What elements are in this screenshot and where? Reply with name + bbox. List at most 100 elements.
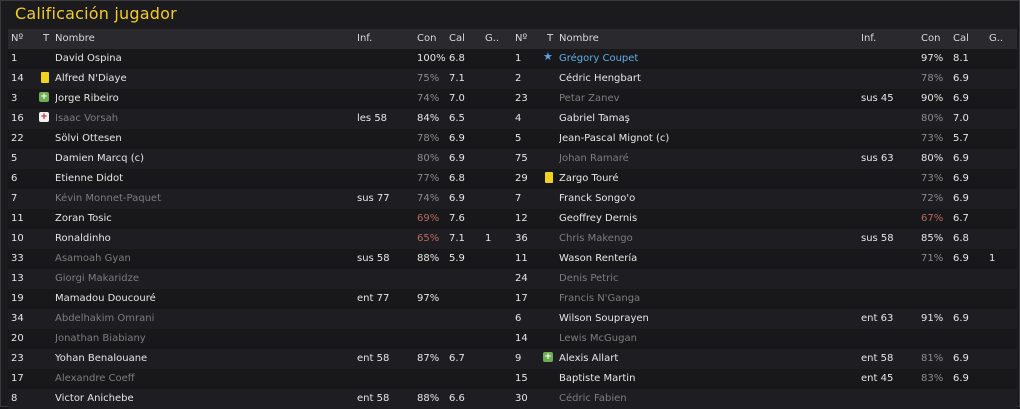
player-status-cell: + xyxy=(38,109,54,129)
player-name-link[interactable]: Wilson Souprayen xyxy=(559,313,649,324)
player-name-link[interactable]: Jorge Ribeiro xyxy=(55,93,119,104)
player-row[interactable]: 1 David Ospina 100% 6.8 xyxy=(8,49,513,69)
player-rating: 7.1 xyxy=(449,73,465,84)
player-row[interactable]: 34 Abdelhakim Omrani xyxy=(8,309,513,329)
column-header-condition[interactable]: Con xyxy=(921,33,941,44)
player-name-link[interactable]: David Ospina xyxy=(55,53,122,64)
player-name-link[interactable]: Isaac Vorsah xyxy=(55,113,119,124)
player-name-link[interactable]: Asamoah Gyan xyxy=(55,253,131,264)
column-header-info[interactable]: Inf. xyxy=(861,33,877,44)
player-name-link[interactable]: Cédric Hengbart xyxy=(559,73,641,84)
player-number: 30 xyxy=(515,393,528,404)
player-row[interactable]: 30 Cédric Fabien xyxy=(512,389,1017,409)
player-name-link[interactable]: Johan Ramaré xyxy=(559,153,629,164)
player-name-link[interactable]: Petar Zanev xyxy=(559,93,620,104)
player-row[interactable]: 12 Geoffrey Dernis 67% 6.7 xyxy=(512,209,1017,229)
player-row[interactable]: 17 Alexandre Coeff xyxy=(8,369,513,389)
player-name-link[interactable]: Alfred N'Diaye xyxy=(55,73,127,84)
player-name-link[interactable]: Abdelhakim Omrani xyxy=(55,313,155,324)
player-rating: 7.1 xyxy=(449,233,465,244)
player-row[interactable]: 4 Gabriel Tamaş 80% 7.0 xyxy=(512,109,1017,129)
player-name-link[interactable]: Zoran Tosic xyxy=(55,213,112,224)
player-name-link[interactable]: Giorgi Makaridze xyxy=(55,273,140,284)
player-name-link[interactable]: Baptiste Martin xyxy=(559,373,636,384)
player-name-link[interactable]: Cédric Fabien xyxy=(559,393,627,404)
player-row[interactable]: 11 Wason Rentería 71% 6.9 1 xyxy=(512,249,1017,269)
player-row[interactable]: 19 Mamadou Doucouré ent 77 97% xyxy=(8,289,513,309)
player-row[interactable]: 22 Sölvi Ottesen 78% 6.9 xyxy=(8,129,513,149)
player-row[interactable]: 6 Wilson Souprayen ent 63 91% 6.9 xyxy=(512,309,1017,329)
player-name-link[interactable]: Jonathan Biabiany xyxy=(55,333,146,344)
player-number: 5 xyxy=(11,153,18,164)
player-row[interactable]: 14 Lewis McGugan xyxy=(512,329,1017,349)
player-row[interactable]: 14 Alfred N'Diaye 75% 7.1 xyxy=(8,69,513,89)
player-row[interactable]: 13 Giorgi Makaridze xyxy=(8,269,513,289)
player-status-cell xyxy=(38,289,54,309)
player-goals xyxy=(485,369,509,389)
player-name-link[interactable]: Denis Petric xyxy=(559,273,619,284)
player-row[interactable]: 5 Jean-Pascal Mignot (c) 73% 5.7 xyxy=(512,129,1017,149)
column-header-type[interactable]: T xyxy=(547,33,554,44)
player-row[interactable]: 75 Johan Ramaré sus 63 80% 6.9 xyxy=(512,149,1017,169)
player-row[interactable]: 17 Francis N'Ganga xyxy=(512,289,1017,309)
column-header-number[interactable]: Nº xyxy=(11,33,24,44)
player-row[interactable]: 5 Damien Marcq (c) 80% 6.9 xyxy=(8,149,513,169)
player-row[interactable]: 6 Etienne Didot 77% 6.8 xyxy=(8,169,513,189)
player-name-link[interactable]: Franck Songo'o xyxy=(559,193,636,204)
player-name-link[interactable]: Kévin Monnet-Paquet xyxy=(55,193,161,204)
player-row[interactable]: 23 Petar Zanev sus 45 90% 6.9 xyxy=(512,89,1017,109)
player-name-link[interactable]: Alexis Allart xyxy=(559,353,619,364)
player-condition: 74% xyxy=(417,93,440,104)
player-row[interactable]: 24 Denis Petric xyxy=(512,269,1017,289)
player-row[interactable]: 33 Asamoah Gyan sus 58 88% 5.9 xyxy=(8,249,513,269)
player-name-link[interactable]: Gabriel Tamaş xyxy=(559,113,630,124)
player-row[interactable]: 1 ★ Grégory Coupet 97% 8.1 xyxy=(512,49,1017,69)
player-row[interactable]: 10 Ronaldinho 65% 7.1 1 xyxy=(8,229,513,249)
column-header-rating[interactable]: Cal xyxy=(449,33,465,44)
column-header-type[interactable]: T xyxy=(43,33,50,44)
player-row[interactable]: 2 Cédric Hengbart 78% 6.9 xyxy=(512,69,1017,89)
player-info xyxy=(357,49,415,69)
player-row[interactable]: 29 Zargo Touré 73% 6.9 xyxy=(512,169,1017,189)
player-number: 22 xyxy=(11,133,24,144)
player-name-link[interactable]: Ronaldinho xyxy=(55,233,111,244)
player-row[interactable]: 20 Jonathan Biabiany xyxy=(8,329,513,349)
player-row[interactable]: 16 + Isaac Vorsah les 58 84% 6.5 xyxy=(8,109,513,129)
player-row[interactable]: 23 Yohan Benalouane ent 58 87% 6.7 xyxy=(8,349,513,369)
player-name-link[interactable]: Sölvi Ottesen xyxy=(55,133,122,144)
player-name-link[interactable]: Geoffrey Dernis xyxy=(559,213,638,224)
column-header-condition[interactable]: Con xyxy=(417,33,437,44)
player-name-link[interactable]: Zargo Touré xyxy=(559,173,619,184)
player-row[interactable]: 8 Victor Anichebe ent 58 88% 6.6 xyxy=(8,389,513,409)
player-row[interactable]: 7 Kévin Monnet-Paquet sus 77 74% 6.9 xyxy=(8,189,513,209)
player-name-link[interactable]: Victor Anichebe xyxy=(55,393,134,404)
player-condition: 69% xyxy=(417,213,440,224)
player-row[interactable]: 15 Baptiste Martin ent 45 83% 6.9 xyxy=(512,369,1017,389)
player-name-link[interactable]: Grégory Coupet xyxy=(559,53,639,64)
column-header-name[interactable]: Nombre xyxy=(55,33,95,44)
column-header-number[interactable]: Nº xyxy=(515,33,528,44)
player-name-link[interactable]: Lewis McGugan xyxy=(559,333,637,344)
column-header-goals[interactable]: G.. xyxy=(989,33,1004,44)
column-header-rating[interactable]: Cal xyxy=(953,33,969,44)
player-rating: 5.7 xyxy=(953,133,969,144)
column-header-name[interactable]: Nombre xyxy=(559,33,599,44)
player-name-link[interactable]: Etienne Didot xyxy=(55,173,124,184)
column-header-goals[interactable]: G.. xyxy=(485,33,500,44)
player-row[interactable]: 36 Chris Makengo sus 58 85% 6.8 xyxy=(512,229,1017,249)
column-header-info[interactable]: Inf. xyxy=(357,33,373,44)
player-goals xyxy=(989,209,1013,229)
player-row[interactable]: 7 Franck Songo'o 72% 6.9 xyxy=(512,189,1017,209)
player-row[interactable]: 9 + Alexis Allart ent 58 81% 6.9 xyxy=(512,349,1017,369)
player-name-link[interactable]: Jean-Pascal Mignot (c) xyxy=(559,133,670,144)
player-condition xyxy=(921,269,957,289)
player-name-link[interactable]: Alexandre Coeff xyxy=(55,373,135,384)
player-name-link[interactable]: Wason Rentería xyxy=(559,253,638,264)
player-row[interactable]: 11 Zoran Tosic 69% 7.6 xyxy=(8,209,513,229)
player-row[interactable]: 3 + Jorge Ribeiro 74% 7.0 xyxy=(8,89,513,109)
player-name-link[interactable]: Damien Marcq (c) xyxy=(55,153,144,164)
player-name-link[interactable]: Yohan Benalouane xyxy=(55,353,148,364)
player-name-link[interactable]: Chris Makengo xyxy=(559,233,633,244)
player-name-link[interactable]: Francis N'Ganga xyxy=(559,293,641,304)
player-name-link[interactable]: Mamadou Doucouré xyxy=(55,293,156,304)
